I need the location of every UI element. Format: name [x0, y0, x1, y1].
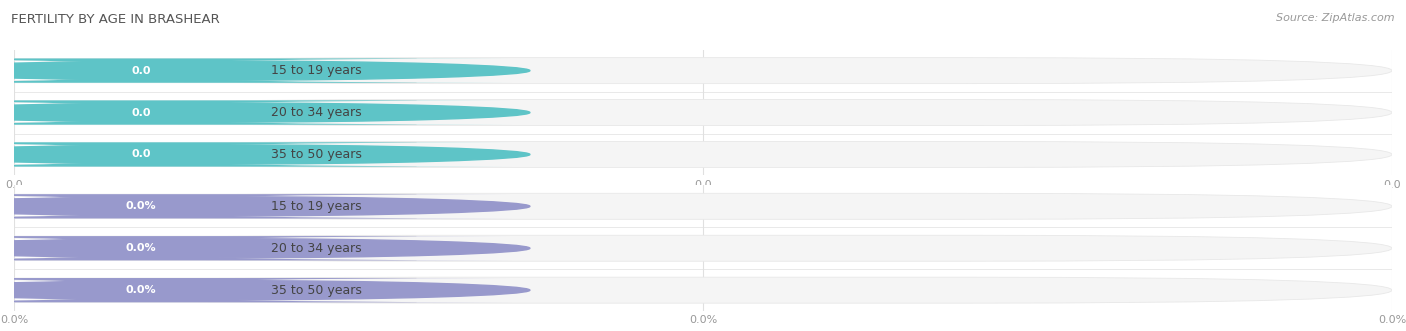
FancyBboxPatch shape [0, 142, 512, 166]
FancyBboxPatch shape [0, 278, 416, 302]
Text: 20 to 34 years: 20 to 34 years [271, 242, 361, 255]
Text: 0.0%: 0.0% [125, 243, 156, 253]
FancyBboxPatch shape [0, 100, 416, 125]
FancyBboxPatch shape [0, 59, 416, 83]
Text: 0.0: 0.0 [131, 150, 150, 160]
Circle shape [0, 281, 530, 300]
FancyBboxPatch shape [0, 236, 416, 260]
Text: 0.0: 0.0 [131, 108, 150, 118]
FancyBboxPatch shape [0, 194, 416, 218]
FancyBboxPatch shape [14, 100, 1392, 125]
Circle shape [0, 103, 530, 122]
Circle shape [0, 61, 530, 80]
Circle shape [0, 145, 530, 164]
FancyBboxPatch shape [14, 193, 1392, 219]
FancyBboxPatch shape [14, 141, 1392, 167]
FancyBboxPatch shape [0, 100, 512, 125]
FancyBboxPatch shape [0, 194, 512, 218]
FancyBboxPatch shape [14, 277, 1392, 303]
FancyBboxPatch shape [0, 236, 512, 260]
Text: Source: ZipAtlas.com: Source: ZipAtlas.com [1277, 13, 1395, 23]
FancyBboxPatch shape [14, 235, 1392, 261]
FancyBboxPatch shape [0, 142, 416, 166]
Text: 15 to 19 years: 15 to 19 years [271, 64, 361, 77]
Text: 15 to 19 years: 15 to 19 years [271, 200, 361, 213]
Text: FERTILITY BY AGE IN BRASHEAR: FERTILITY BY AGE IN BRASHEAR [11, 13, 219, 26]
Text: 20 to 34 years: 20 to 34 years [271, 106, 361, 119]
Text: 0.0%: 0.0% [125, 285, 156, 295]
Text: 35 to 50 years: 35 to 50 years [271, 148, 361, 161]
FancyBboxPatch shape [0, 278, 512, 302]
FancyBboxPatch shape [14, 58, 1392, 84]
Text: 0.0%: 0.0% [125, 201, 156, 211]
Text: 35 to 50 years: 35 to 50 years [271, 284, 361, 297]
Text: 0.0: 0.0 [131, 66, 150, 75]
Circle shape [0, 239, 530, 258]
Circle shape [0, 197, 530, 216]
FancyBboxPatch shape [0, 59, 512, 83]
